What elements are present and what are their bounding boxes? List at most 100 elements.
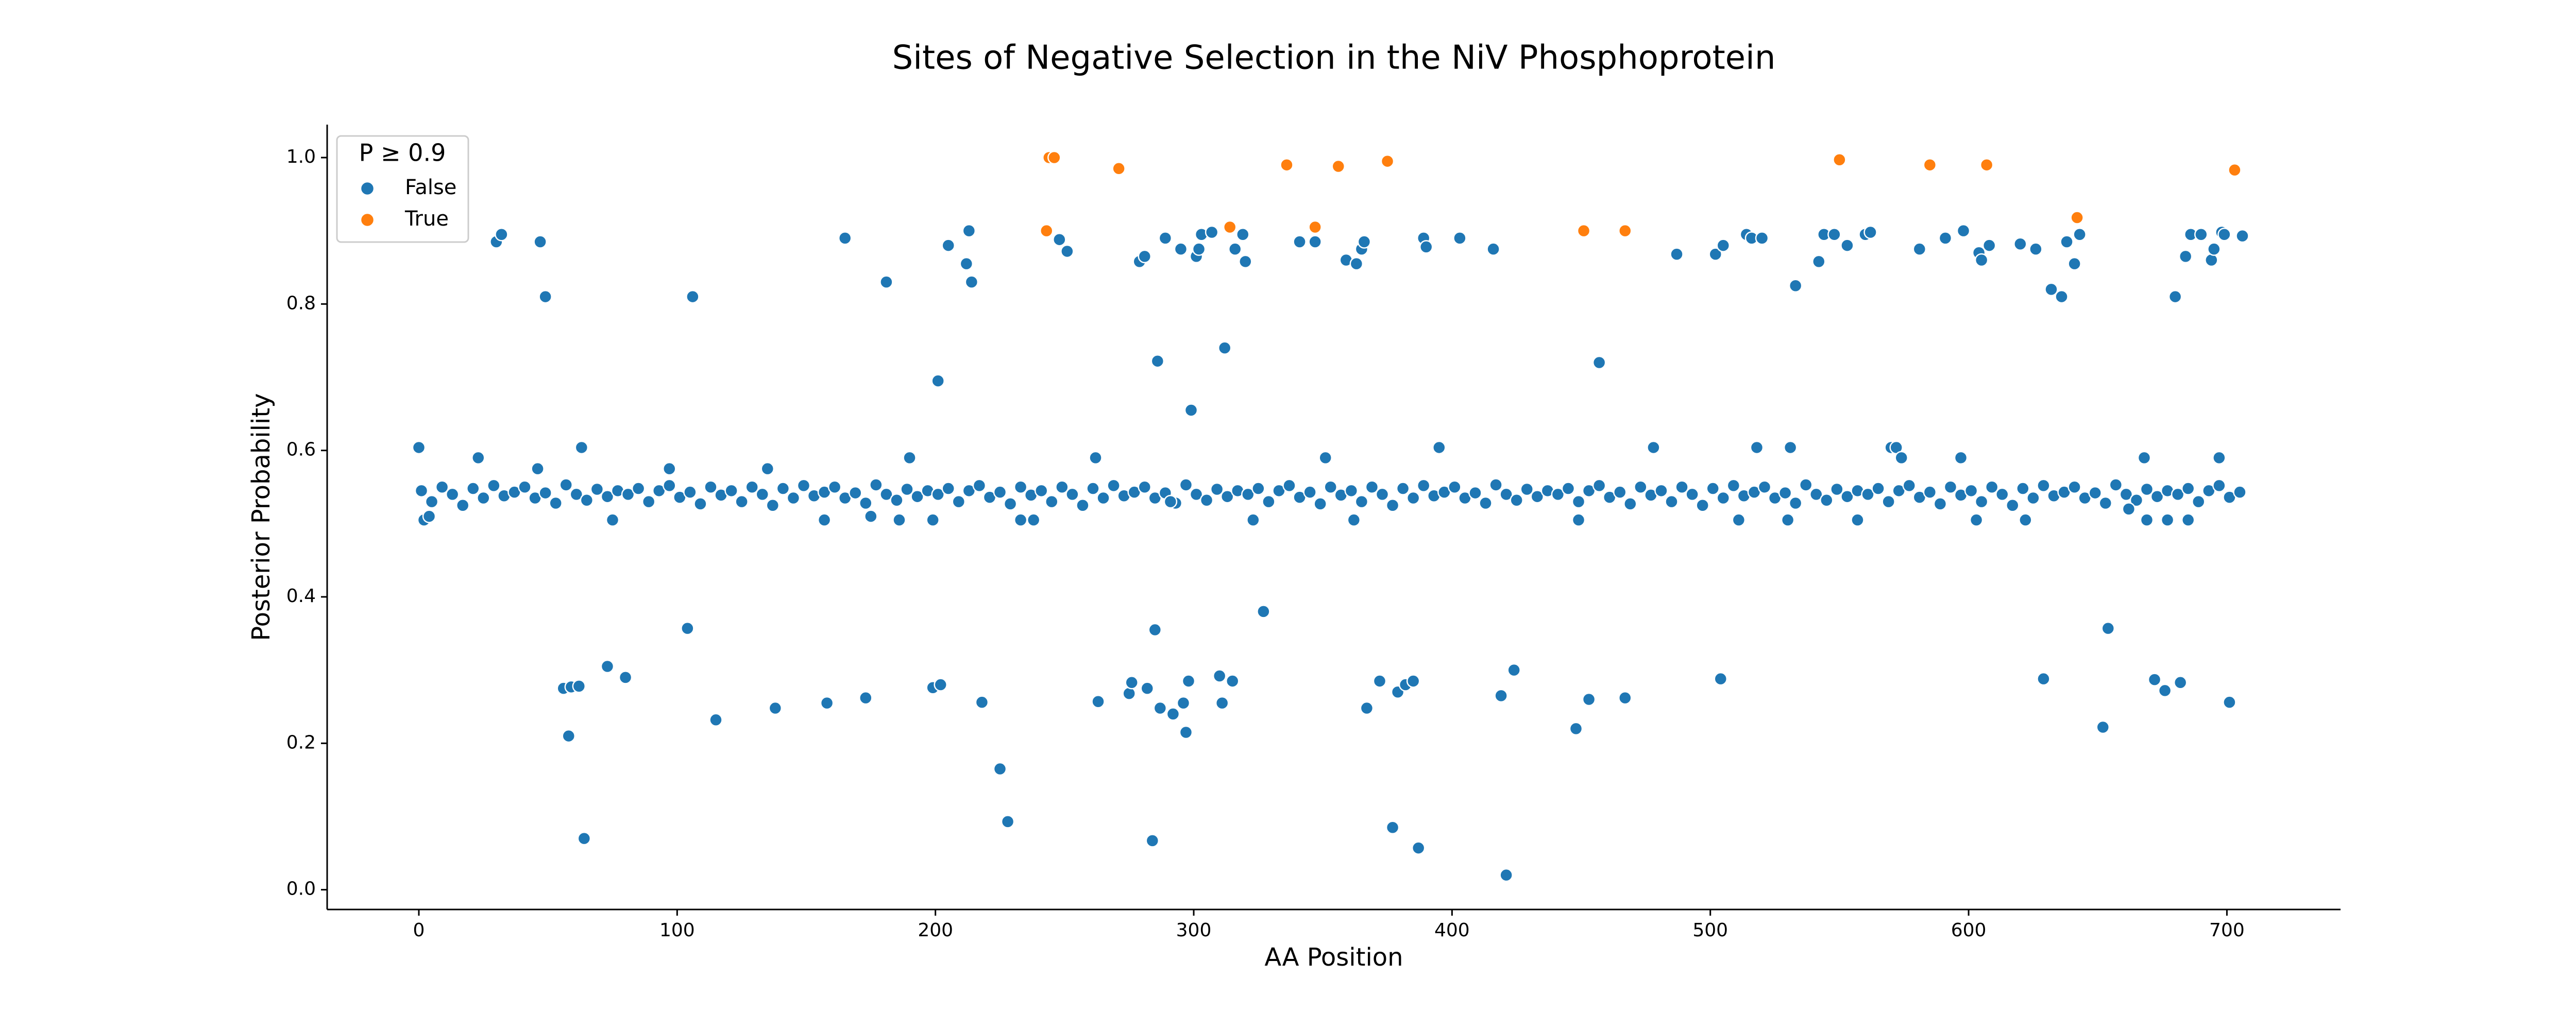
data-point	[1239, 254, 1252, 269]
data-point	[2006, 499, 2020, 512]
legend-marker	[360, 212, 375, 228]
data-point	[1923, 158, 1937, 172]
data-point	[1634, 480, 1648, 494]
data-point	[879, 275, 893, 289]
data-point	[1995, 487, 2009, 502]
data-point	[704, 480, 718, 494]
data-point	[572, 679, 586, 693]
data-point	[471, 451, 485, 465]
data-point	[1045, 494, 1059, 509]
data-point	[422, 509, 436, 523]
data-point	[1954, 451, 1968, 465]
data-point	[859, 691, 873, 705]
data-point	[755, 487, 770, 502]
data-point	[768, 701, 783, 715]
data-point	[1223, 220, 1237, 234]
data-point	[1158, 231, 1173, 245]
data-point	[1799, 478, 1813, 492]
data-point	[1375, 487, 1389, 502]
data-point	[2212, 451, 2226, 465]
data-point	[1318, 451, 1332, 465]
data-point	[1592, 478, 1606, 493]
data-point	[2171, 487, 2185, 502]
data-point	[1675, 480, 1689, 494]
data-point	[1396, 482, 1410, 495]
legend-title: P ≥ 0.9	[359, 139, 446, 167]
data-point	[760, 461, 775, 476]
data-point	[1416, 478, 1431, 493]
data-point	[1783, 440, 1798, 455]
data-point	[745, 480, 759, 494]
data-point	[1179, 725, 1193, 740]
y-tick-label: 0.8	[286, 293, 316, 314]
data-point	[663, 478, 676, 493]
data-point	[1985, 480, 1999, 494]
data-point	[2044, 282, 2058, 297]
data-point	[2026, 491, 2040, 505]
data-point	[1494, 689, 1508, 703]
data-point	[1122, 686, 1136, 700]
data-point	[1174, 242, 1188, 256]
data-point	[849, 486, 862, 500]
data-point	[1125, 676, 1139, 690]
data-point	[931, 374, 945, 388]
data-point	[538, 486, 552, 500]
data-point	[1140, 681, 1155, 695]
data-point	[1592, 355, 1606, 370]
data-point	[1520, 482, 1534, 496]
data-point	[941, 482, 955, 495]
data-point	[1647, 440, 1660, 455]
data-point	[477, 491, 490, 505]
data-point	[466, 482, 480, 495]
data-point	[590, 482, 604, 496]
data-point	[1419, 240, 1433, 254]
data-point	[1096, 491, 1110, 505]
data-point	[1781, 513, 1795, 527]
data-point	[2150, 489, 2164, 504]
data-point	[1510, 493, 1523, 507]
data-point	[1714, 672, 1728, 686]
data-point	[2129, 493, 2144, 507]
data-point	[1974, 494, 1989, 509]
data-point	[1486, 242, 1500, 256]
data-point	[941, 238, 955, 252]
data-point	[1708, 247, 1722, 261]
data-point	[2181, 513, 2195, 527]
data-point	[1956, 224, 1971, 238]
data-point	[549, 496, 563, 510]
data-point	[2192, 494, 2206, 509]
data-point	[518, 480, 532, 494]
data-point	[1406, 674, 1420, 688]
data-point	[1076, 499, 1090, 512]
data-point	[1577, 224, 1591, 238]
data-point	[1089, 451, 1103, 465]
data-point	[1055, 480, 1069, 494]
data-point	[1982, 238, 1996, 252]
data-point	[1902, 478, 1917, 493]
data-point	[1654, 484, 1668, 498]
x-tick-label: 400	[1434, 920, 1470, 941]
data-point	[2029, 242, 2043, 256]
data-point	[1225, 674, 1240, 688]
data-point	[1192, 242, 1206, 256]
data-point	[2122, 502, 2136, 516]
data-point	[2158, 683, 2172, 698]
data-point	[1561, 482, 1575, 495]
data-point	[2013, 237, 2027, 251]
y-tick-label: 1.0	[286, 146, 316, 167]
data-point	[1331, 159, 1346, 174]
data-point	[2160, 513, 2175, 527]
data-point	[2016, 482, 2030, 495]
data-point	[1453, 231, 1467, 245]
data-point	[975, 695, 989, 709]
data-point	[1380, 154, 1395, 168]
data-point	[1569, 722, 1583, 736]
data-point	[445, 487, 460, 502]
data-point	[1217, 341, 1232, 355]
data-point	[574, 440, 589, 455]
data-point	[1241, 487, 1255, 502]
data-point	[1716, 238, 1731, 252]
data-point	[2067, 480, 2081, 494]
data-point	[1974, 253, 1989, 267]
